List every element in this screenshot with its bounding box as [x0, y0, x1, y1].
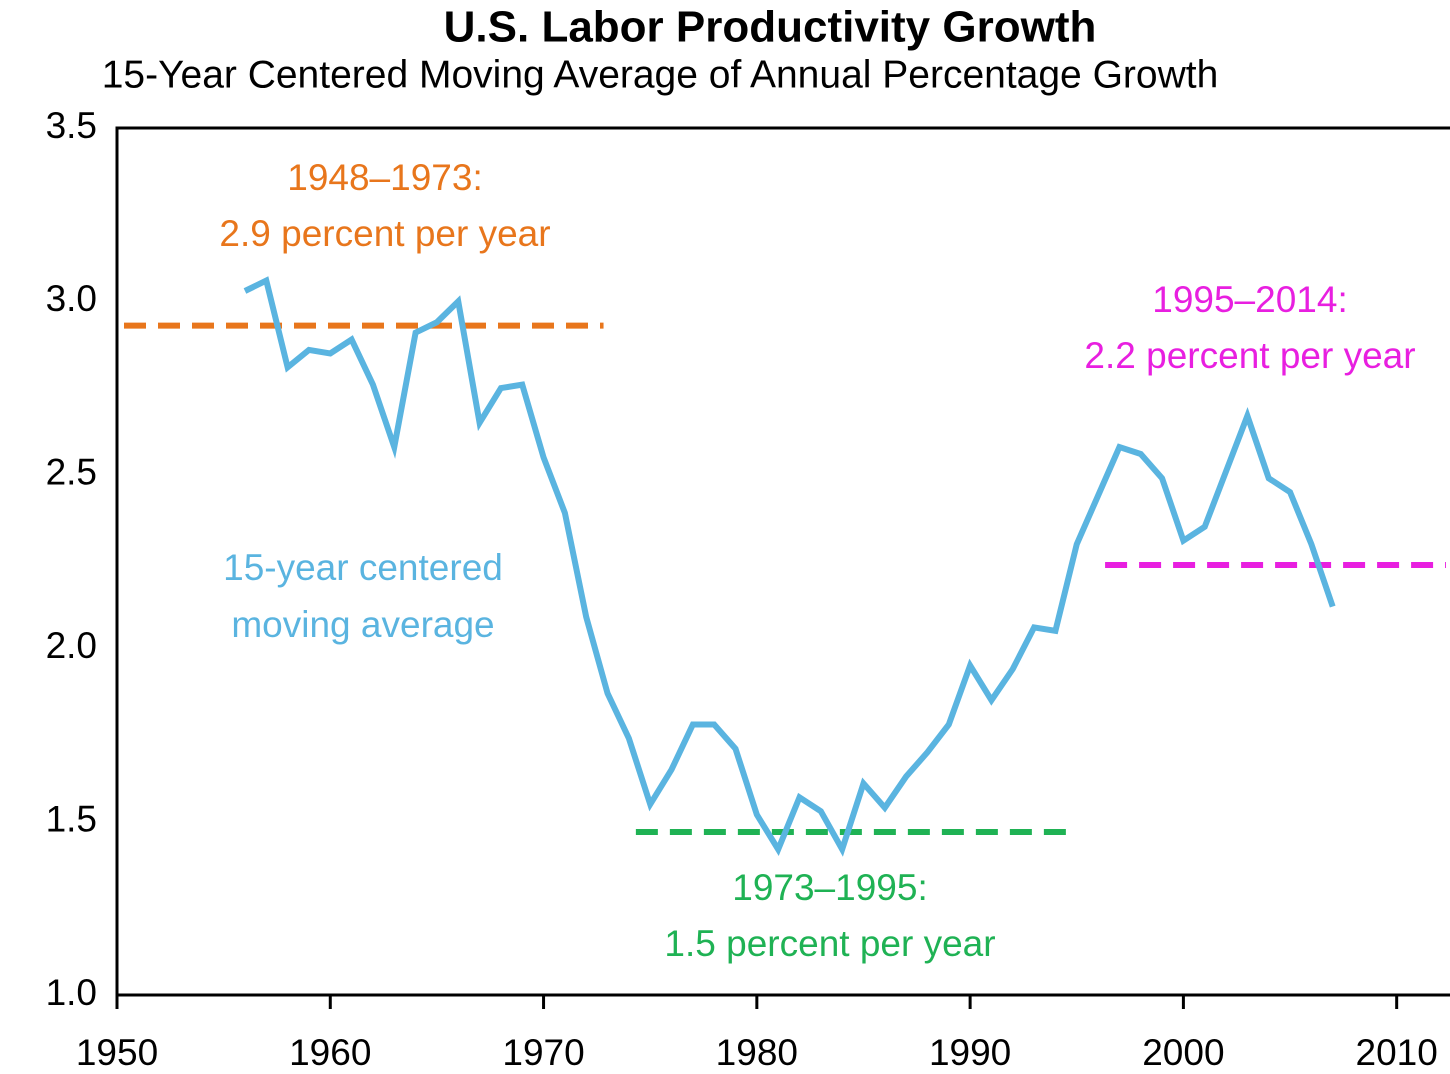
y-tick-label: 1.5: [46, 798, 97, 839]
series-line: [243, 276, 1336, 857]
x-tick-label: 2010: [1356, 1032, 1438, 1073]
y-tick-label: 1.0: [46, 972, 97, 1013]
reference-label: 2.9 percent per year: [219, 213, 550, 254]
y-tick-label: 2.5: [46, 452, 97, 493]
reference-label: 1973–1995:: [732, 867, 927, 908]
x-tick-label: 1960: [289, 1032, 371, 1073]
x-tick-label: 2000: [1142, 1032, 1224, 1073]
y-tick-label: 3.0: [46, 278, 97, 319]
x-tick-label: 1950: [76, 1032, 158, 1073]
series-label: 15-year centered: [223, 547, 503, 588]
series-label: moving average: [231, 604, 494, 645]
chart-title: U.S. Labor Productivity Growth: [444, 3, 1097, 52]
reference-label: 2.2 percent per year: [1084, 335, 1415, 376]
chart-subtitle: 15-Year Centered Moving Average of Annua…: [102, 53, 1219, 96]
y-tick-label: 2.0: [46, 625, 97, 666]
y-tick-label: 3.5: [46, 105, 97, 146]
reference-label: 1.5 percent per year: [664, 923, 995, 964]
x-tick-label: 1970: [502, 1032, 584, 1073]
reference-label: 1948–1973:: [287, 157, 482, 198]
x-tick-label: 1990: [929, 1032, 1011, 1073]
x-tick-label: 1980: [716, 1032, 798, 1073]
plot-frame: [115, 126, 1450, 997]
reference-label: 1995–2014:: [1152, 279, 1347, 320]
